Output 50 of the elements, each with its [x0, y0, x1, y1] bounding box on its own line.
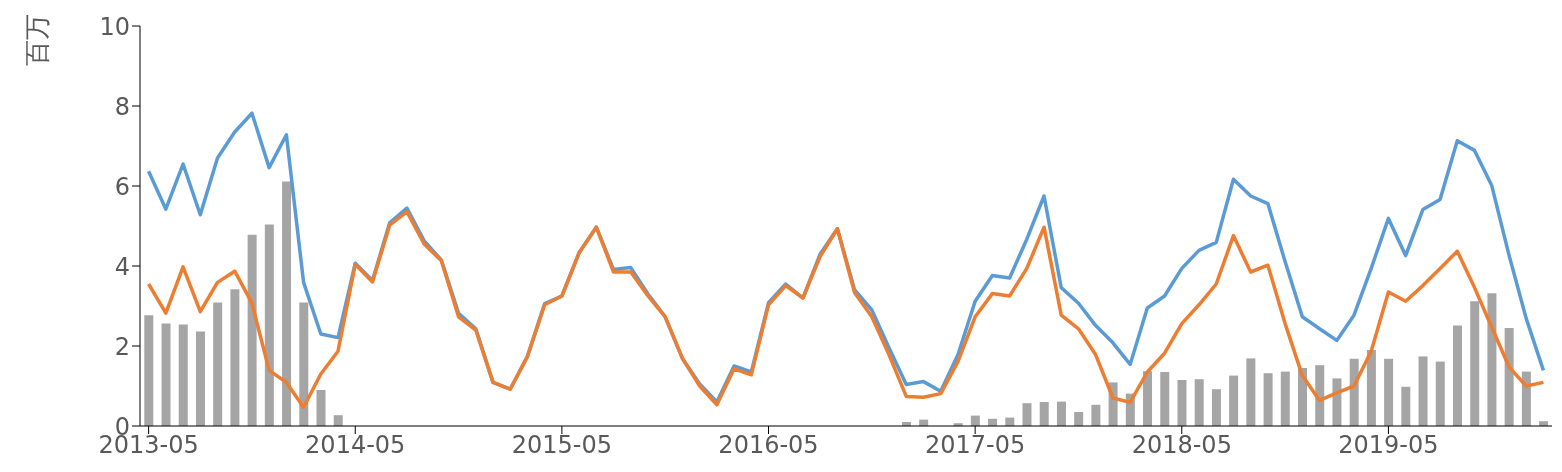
x-tick-label: 2018-05	[1131, 431, 1232, 460]
bar	[1074, 412, 1084, 426]
x-tick-label: 2016-05	[718, 431, 819, 460]
y-tick-label: 6	[114, 172, 130, 201]
bar	[1229, 375, 1239, 426]
bar	[1056, 401, 1066, 426]
x-tick-label: 2014-05	[305, 431, 406, 460]
bar	[282, 181, 292, 426]
bar	[230, 289, 240, 426]
bar	[1366, 350, 1376, 426]
bar	[1418, 356, 1428, 426]
bar	[1315, 365, 1325, 426]
bar	[1143, 371, 1153, 426]
bar	[1280, 371, 1290, 426]
y-tick-label: 4	[114, 252, 130, 281]
bar	[1401, 386, 1411, 426]
x-tick-label: 2017-05	[925, 431, 1026, 460]
y-axis-title: 百万	[22, 14, 53, 66]
bar	[1246, 358, 1256, 426]
bar	[247, 234, 257, 426]
x-tick-label: 2019-05	[1338, 431, 1439, 460]
bar	[1194, 379, 1204, 426]
line-series	[146, 209, 1546, 409]
bar	[213, 302, 223, 426]
bar	[299, 302, 309, 426]
bar	[1160, 372, 1170, 426]
bar	[1452, 325, 1462, 426]
bar	[1211, 389, 1221, 426]
bar	[1177, 380, 1187, 426]
bar	[264, 224, 274, 426]
bar	[1022, 403, 1032, 426]
bar	[1091, 404, 1101, 426]
bar	[1384, 358, 1394, 426]
bar	[1039, 402, 1049, 426]
bar	[316, 390, 326, 426]
x-tick-label: 2015-05	[511, 431, 613, 460]
bar	[1487, 293, 1497, 426]
y-tick-label: 2	[114, 332, 130, 361]
bar	[161, 323, 171, 426]
bar	[1263, 373, 1273, 426]
bar	[333, 415, 343, 426]
bar	[178, 324, 188, 426]
y-tick-label: 10	[99, 12, 130, 41]
bar	[1435, 361, 1445, 426]
bar	[144, 315, 154, 426]
bar	[1332, 378, 1342, 426]
bar	[195, 331, 205, 426]
bar	[1470, 301, 1480, 426]
bar	[1504, 328, 1514, 426]
y-tick-label: 8	[114, 92, 130, 121]
